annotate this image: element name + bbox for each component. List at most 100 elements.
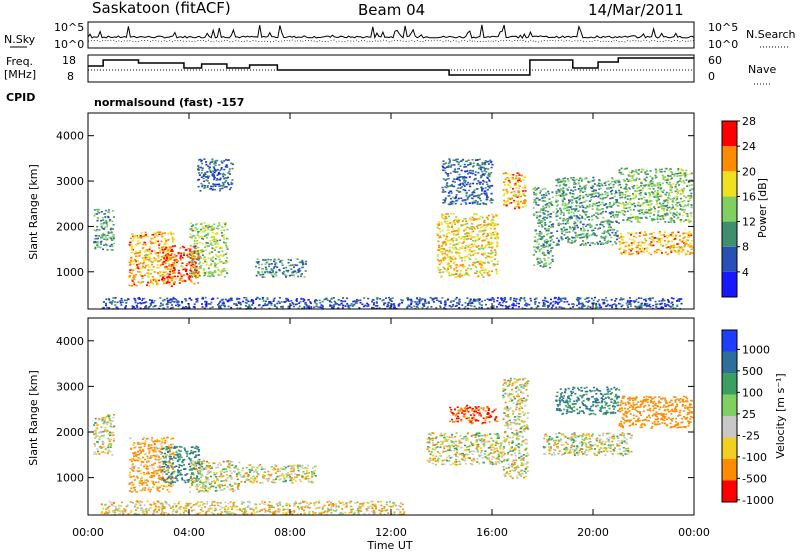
scatter-cell — [112, 228, 114, 230]
scatter-cell — [541, 245, 543, 247]
scatter-cell — [271, 303, 273, 305]
scatter-cell — [453, 270, 455, 272]
scatter-cell — [112, 297, 114, 299]
scatter-cell — [477, 252, 479, 254]
scatter-cell — [546, 239, 548, 241]
scatter-cell — [200, 229, 202, 231]
scatter-cell — [196, 228, 198, 230]
scatter-cell — [444, 253, 446, 255]
scatter-cell — [192, 259, 194, 261]
scatter-cell — [680, 170, 682, 172]
scatter-cell — [220, 273, 222, 275]
scatter-cell — [658, 300, 660, 302]
scatter-cell — [160, 264, 162, 266]
scatter-cell — [593, 196, 595, 198]
scatter-cell — [235, 303, 237, 305]
scatter-cell — [204, 185, 206, 187]
scatter-cell — [194, 268, 196, 270]
scatter-cell — [172, 246, 174, 248]
scatter-cell — [591, 215, 593, 217]
scatter-cell — [445, 243, 447, 245]
scatter-cell — [437, 254, 439, 256]
scatter-cell — [516, 302, 518, 304]
scatter-cell — [155, 281, 157, 283]
scatter-cell — [437, 234, 439, 236]
scatter-cell — [675, 186, 677, 188]
scatter-cell — [631, 176, 633, 178]
scatter-cell — [582, 191, 584, 193]
scatter-cell — [563, 208, 565, 210]
scatter-cell — [149, 266, 151, 268]
scatter-cell — [270, 272, 272, 274]
scatter-cell — [641, 181, 643, 183]
scatter-cell — [182, 262, 184, 264]
scatter-cell — [207, 233, 209, 235]
scatter-cell — [264, 303, 266, 305]
scatter-cell — [458, 255, 460, 257]
scatter-cell — [261, 264, 263, 266]
scatter-cell — [688, 219, 690, 221]
scatter-cell — [221, 167, 223, 169]
scatter-cell — [148, 259, 150, 261]
scatter-cell — [481, 274, 483, 276]
scatter-cell — [571, 242, 573, 244]
noise-panel-frame — [88, 22, 694, 48]
scatter-cell — [628, 254, 630, 256]
scatter-cell — [620, 236, 622, 238]
scatter-cell — [169, 274, 171, 276]
scatter-cell — [578, 180, 580, 182]
scatter-cell — [192, 230, 194, 232]
scatter-cell — [668, 241, 670, 243]
scatter-cell — [655, 306, 657, 308]
scatter-cell — [173, 271, 175, 273]
scatter-cell — [136, 264, 138, 266]
scatter-cell — [680, 178, 682, 180]
scatter-cell — [565, 193, 567, 195]
scatter-cell — [442, 169, 444, 171]
scatter-cell — [583, 201, 585, 203]
scatter-cell — [575, 235, 577, 237]
scatter-cell — [540, 248, 542, 250]
scatter-cell — [515, 181, 517, 183]
scatter-cell — [479, 203, 481, 205]
scatter-cell — [629, 188, 631, 190]
scatter-cell — [105, 303, 107, 305]
scatter-cell — [339, 304, 341, 306]
scatter-cell — [575, 240, 577, 242]
scatter-cell — [691, 207, 693, 209]
scatter-cell — [660, 171, 662, 173]
scatter-cell — [298, 302, 300, 304]
cpid-text: normalsound (fast) -157 — [94, 96, 244, 109]
scatter-cell — [192, 225, 194, 227]
scatter-cell — [200, 267, 202, 269]
scatter-cell — [457, 177, 459, 179]
scatter-cell — [166, 257, 168, 259]
scatter-cell — [264, 259, 266, 261]
scatter-cell — [210, 257, 212, 259]
scatter-cell — [157, 284, 159, 286]
scatter-cell — [376, 302, 378, 304]
scatter-cell — [637, 244, 639, 246]
scatter-cell — [493, 265, 495, 267]
scatter-cell — [648, 192, 650, 194]
scatter-cell — [484, 270, 486, 272]
scatter-cell — [660, 240, 662, 242]
scatter-cell — [631, 245, 633, 247]
scatter-cell — [96, 213, 98, 215]
scatter-cell — [210, 272, 212, 274]
scatter-cell — [598, 202, 600, 204]
scatter-cell — [211, 302, 213, 304]
scatter-cell — [231, 179, 233, 181]
scatter-cell — [180, 253, 182, 255]
scatter-cell — [216, 184, 218, 186]
scatter-cell — [595, 216, 597, 218]
scatter-cell — [468, 257, 470, 259]
scatter-cell — [655, 176, 657, 178]
scatter-cell — [139, 242, 141, 244]
scatter-cell — [249, 306, 251, 308]
scatter-cell — [664, 231, 666, 233]
scatter-cell — [680, 298, 682, 300]
scatter-cell — [655, 169, 657, 171]
scatter-cell — [441, 297, 443, 299]
scatter-cell — [491, 271, 493, 273]
